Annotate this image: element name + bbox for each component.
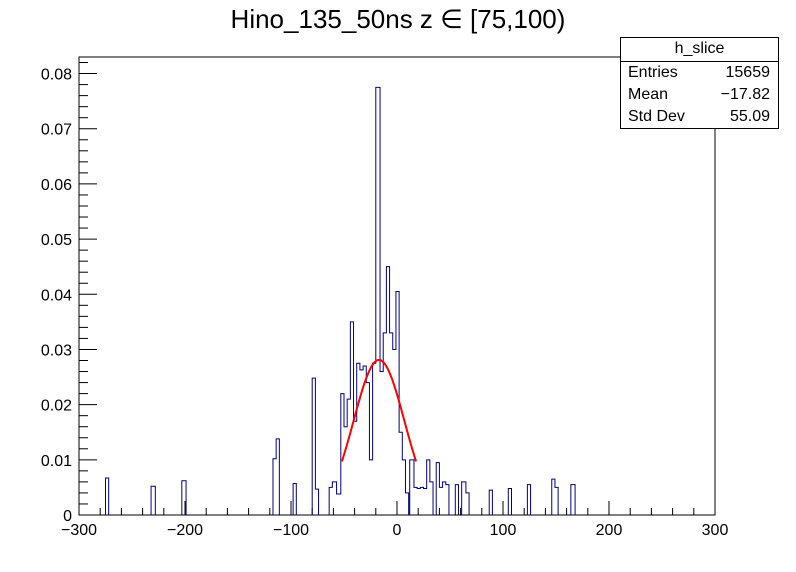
chart-title: Hino_135_50ns z ∈ [75,100) — [230, 4, 566, 34]
histogram-bin — [420, 487, 423, 515]
stats-label: Mean — [628, 86, 669, 103]
y-tick-label: 0.06 — [41, 177, 72, 194]
x-tick-label: 100 — [490, 522, 517, 539]
stats-label: Std Dev — [628, 108, 685, 125]
y-tick-label: 0 — [63, 508, 72, 525]
y-tick-label: 0.02 — [41, 398, 72, 415]
histogram-bins — [106, 87, 576, 515]
stats-box: h_slice Entries 15659 Mean −17.82 Std De… — [620, 37, 779, 129]
gaussian-fit-curve — [340, 358, 418, 462]
y-tick-label: 0.03 — [41, 342, 72, 359]
stats-row-mean: Mean −17.82 — [621, 84, 778, 106]
y-tick-label: 0.07 — [41, 122, 72, 139]
y-tick-label: 0.05 — [41, 232, 72, 249]
x-tick-label: 0 — [393, 522, 402, 539]
stats-value: 55.09 — [729, 108, 770, 125]
stats-row-entries: Entries 15659 — [621, 62, 778, 84]
histogram-bin — [380, 372, 383, 515]
histogram-bin — [354, 421, 357, 515]
x-tick-label: −300 — [61, 522, 97, 539]
axis-ticks — [78, 62, 716, 516]
histogram-bin — [344, 427, 347, 515]
histogram-bin — [337, 494, 341, 515]
histogram-bin — [151, 486, 155, 515]
histogram-bin — [417, 489, 420, 515]
histogram-bin — [410, 460, 414, 515]
histogram-outline — [105, 86, 576, 515]
axis-tick-labels: −300 −200 −100 0 100 200 300 0 0.01 0.02 0.03 0.04 0… — [41, 67, 729, 539]
x-tick-label: 200 — [596, 522, 623, 539]
histogram-bin — [369, 460, 372, 515]
histogram-bin — [571, 485, 575, 515]
y-tick-label: 0.08 — [41, 67, 72, 84]
histogram-bin — [390, 333, 393, 515]
y-tick-label: 0.01 — [41, 453, 72, 470]
x-tick-label: 300 — [702, 522, 729, 539]
histogram-bin — [393, 349, 396, 515]
histogram-bin — [376, 87, 380, 515]
histogram-bin — [414, 487, 417, 515]
x-tick-label: −200 — [167, 522, 203, 539]
stats-row-std-dev: Std Dev 55.09 — [621, 106, 778, 128]
stats-value: 15659 — [725, 64, 771, 81]
stats-value: −17.82 — [720, 86, 770, 103]
histogram-bin — [462, 482, 466, 515]
stats-title: h_slice — [621, 38, 778, 62]
y-tick-label: 0.04 — [41, 287, 72, 304]
x-tick-label: −100 — [273, 522, 309, 539]
histogram-bin — [424, 489, 427, 515]
stats-label: Entries — [628, 64, 678, 81]
